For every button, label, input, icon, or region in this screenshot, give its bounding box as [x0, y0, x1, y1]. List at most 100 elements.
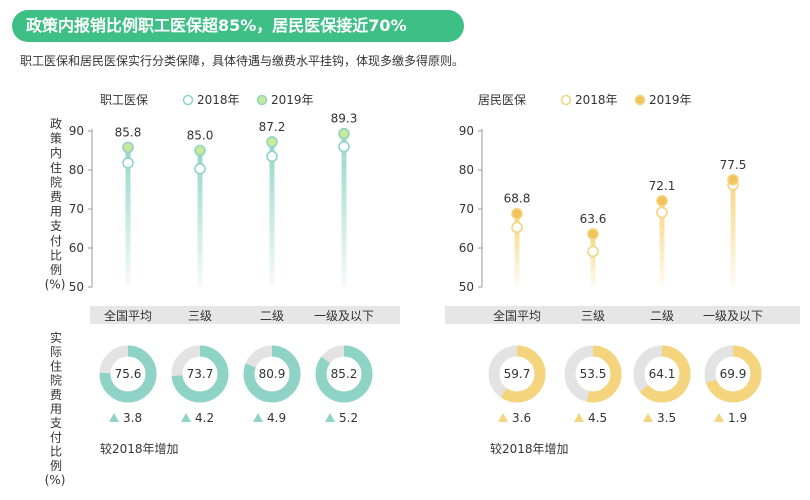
y-tick-label: 60 — [69, 241, 84, 255]
y-label-char-top: 策 — [50, 132, 62, 146]
y-tick-label: 90 — [69, 124, 84, 138]
y-label-char-bottom: 比 — [50, 445, 62, 459]
data-point-2018 — [338, 140, 350, 153]
data-point-2019 — [511, 207, 523, 220]
donut-slice — [243, 345, 301, 403]
data-label-2019: 77.5 — [720, 158, 747, 172]
lollipop-stem — [590, 233, 596, 287]
y-tick-label: 70 — [459, 202, 474, 216]
legend-marker-2019 — [256, 94, 268, 106]
category-label: 二级 — [650, 309, 674, 323]
y-tick-label: 50 — [459, 280, 474, 294]
donut-value-label: 59.7 — [504, 367, 531, 381]
y-label-char-bottom: 院 — [50, 374, 62, 388]
y-tick-label: 50 — [69, 280, 84, 294]
donut-slice — [633, 345, 691, 403]
donut-slice — [488, 345, 546, 403]
data-label-2019: 63.6 — [580, 212, 607, 226]
y-label-char-top: 内 — [50, 146, 62, 160]
y-label-char-top: 政 — [50, 117, 62, 131]
donut-slice — [171, 345, 229, 403]
y-tick-label: 80 — [459, 163, 474, 177]
increase-triangle-icon — [498, 413, 508, 422]
legend-marker-2018 — [560, 94, 572, 106]
lollipop-stem — [659, 200, 665, 287]
category-label: 一级及以下 — [314, 309, 374, 323]
donut-value-label: 73.7 — [187, 367, 214, 381]
category-label: 三级 — [188, 309, 212, 323]
lollipop-stem — [730, 179, 736, 287]
y-label-char-bottom: 际 — [50, 345, 62, 359]
donut-value-label: 75.6 — [115, 367, 142, 381]
donut-value-label: 69.9 — [720, 367, 747, 381]
data-point-2018 — [511, 221, 523, 234]
increase-value: 5.2 — [339, 411, 358, 425]
y-tick-label: 60 — [459, 241, 474, 255]
y-tick-label: 80 — [69, 163, 84, 177]
page-subtitle: 职工医保和居民医保实行分类保障，具体待遇与缴费水平挂钩，体现多缴多得原则。 — [20, 54, 465, 68]
y-tick-label: 70 — [69, 202, 84, 216]
y-label-char-bottom: 付 — [50, 430, 62, 444]
page-title: 政策内报销比例职工医保超85%，居民医保接近70% — [12, 10, 464, 42]
increase-value: 1.9 — [728, 411, 747, 425]
lollipop-stem — [197, 150, 203, 287]
legend-label-2018: 2018年 — [197, 93, 240, 107]
lollipop-stem — [341, 133, 347, 287]
legend-label-2019: 2019年 — [271, 93, 314, 107]
data-point-2018 — [194, 163, 206, 175]
data-point-2019 — [587, 228, 599, 240]
increase-value: 3.6 — [512, 411, 531, 425]
data-point-2019 — [266, 136, 278, 148]
donut-slice — [315, 345, 373, 403]
data-point-2018 — [122, 157, 134, 169]
donut-value-label: 85.2 — [331, 367, 358, 381]
category-bar-employee — [90, 306, 400, 324]
donut-slice — [704, 345, 762, 403]
category-label: 二级 — [260, 309, 284, 323]
increase-value: 4.2 — [195, 411, 214, 425]
increase-triangle-icon — [109, 413, 119, 422]
donut-value-label: 53.5 — [580, 367, 607, 381]
increase-triangle-icon — [181, 413, 191, 422]
lollipop-stem — [514, 213, 520, 287]
data-point-2018 — [266, 150, 278, 163]
data-label-2019: 85.8 — [115, 125, 142, 139]
legend-label-2018: 2018年 — [575, 93, 618, 107]
y-label-char-top: (%) — [45, 278, 66, 292]
y-label-char-top: 支 — [50, 219, 62, 233]
data-label-2019: 68.8 — [504, 192, 531, 206]
y-label-char-bottom: 支 — [50, 416, 62, 430]
legend-label-2019: 2019年 — [649, 93, 692, 107]
legend-title-employee: 职工医保 — [100, 93, 148, 107]
y-label-char-bottom: 例 — [50, 459, 62, 473]
donut-value-label: 64.1 — [649, 367, 676, 381]
lollipop-stem — [269, 141, 275, 287]
data-label-2019: 72.1 — [649, 179, 676, 193]
y-label-char-top: 付 — [50, 234, 62, 248]
y-label-char-top: 例 — [50, 263, 62, 277]
data-point-2019 — [656, 195, 668, 207]
increase-value: 3.8 — [123, 411, 142, 425]
y-tick-label: 90 — [459, 124, 474, 138]
increase-value: 4.9 — [267, 411, 286, 425]
increase-triangle-icon — [574, 413, 584, 422]
increase-value: 3.5 — [657, 411, 676, 425]
increase-triangle-icon — [714, 413, 724, 422]
lollipop-stem — [125, 147, 131, 287]
y-label-char-top: 院 — [50, 175, 62, 189]
increase-value: 4.5 — [588, 411, 607, 425]
data-point-2019 — [338, 127, 350, 140]
y-label-char-bottom: 用 — [50, 402, 62, 416]
increase-triangle-icon — [643, 413, 653, 422]
increase-note-resident: 较2018年增加 — [490, 441, 569, 456]
donut-slice — [564, 345, 622, 403]
y-label-char-top: 费 — [50, 190, 62, 204]
donut-value-label: 80.9 — [259, 367, 286, 381]
category-label: 三级 — [581, 309, 605, 323]
data-point-2018 — [587, 245, 599, 258]
data-label-2019: 89.3 — [331, 112, 358, 126]
donut-slice — [99, 345, 157, 403]
y-label-char-top: 比 — [50, 248, 62, 262]
increase-triangle-icon — [253, 413, 263, 422]
